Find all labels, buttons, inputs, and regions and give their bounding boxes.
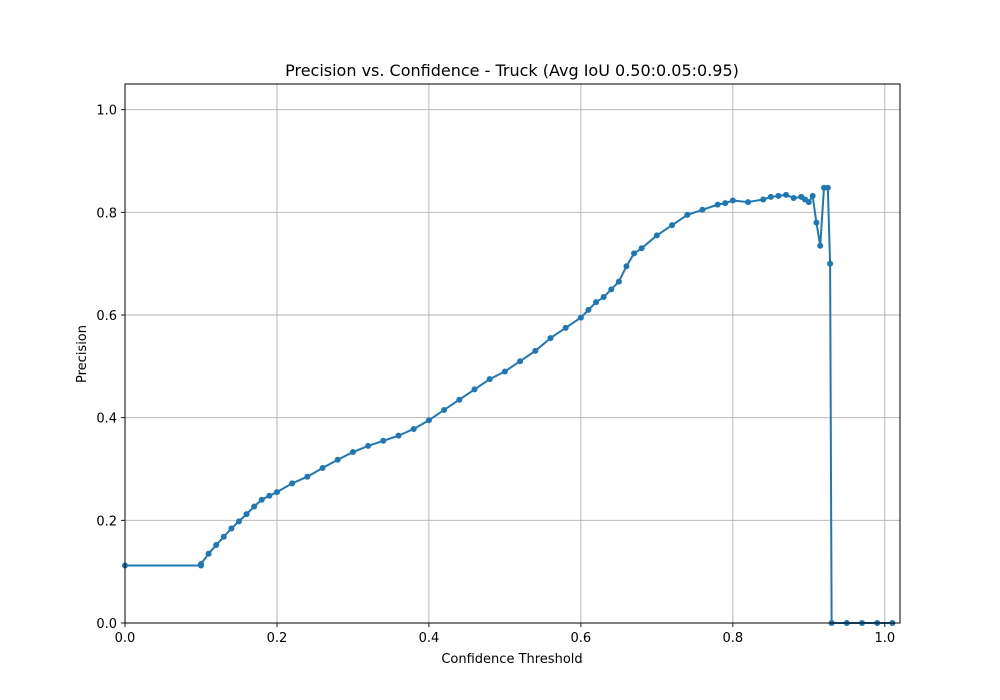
data-point [813, 219, 820, 226]
data-point [760, 196, 767, 203]
data-point [471, 386, 478, 393]
data-point [380, 437, 387, 444]
x-tick-label: 0.0 [115, 631, 136, 646]
x-tick-label: 1.0 [874, 631, 895, 646]
data-point [638, 245, 645, 252]
data-point [410, 425, 417, 432]
data-point [273, 489, 280, 496]
x-tick-label: 0.8 [722, 631, 743, 646]
data-point [669, 222, 676, 229]
data-point [824, 184, 831, 191]
y-tick-label: 0.0 [96, 617, 117, 632]
data-point [501, 368, 508, 375]
data-point [615, 278, 622, 285]
data-point [266, 492, 273, 499]
data-point [577, 314, 584, 321]
data-point [608, 286, 615, 293]
data-point [809, 192, 816, 199]
data-point [653, 232, 660, 239]
data-point [547, 335, 554, 342]
data-point [205, 550, 212, 557]
data-point [220, 533, 227, 540]
data-point [456, 396, 463, 403]
data-point [745, 199, 752, 206]
data-point [585, 306, 592, 313]
data-point [228, 525, 235, 532]
data-point [562, 324, 569, 331]
x-tick-label: 0.2 [267, 631, 288, 646]
data-point [213, 541, 220, 548]
data-point [425, 417, 432, 424]
chart-title: Precision vs. Confidence - Truck (Avg Io… [285, 61, 739, 80]
data-point [235, 518, 242, 525]
data-point [805, 199, 812, 206]
data-point [304, 473, 311, 480]
data-point [593, 299, 600, 306]
data-point [349, 449, 356, 456]
data-point [319, 464, 326, 471]
data-point [722, 200, 729, 207]
y-tick-label: 1.0 [96, 104, 117, 119]
data-point [441, 406, 448, 413]
data-point [251, 503, 258, 510]
data-point [775, 192, 782, 199]
data-point [532, 347, 539, 354]
data-point [289, 480, 296, 487]
data-point [817, 242, 824, 249]
data-point [600, 294, 607, 301]
data-point [334, 456, 341, 463]
data-point [699, 206, 706, 213]
x-tick-label: 0.6 [571, 631, 592, 646]
data-point [767, 193, 774, 200]
data-point [827, 260, 834, 267]
y-tick-label: 0.2 [96, 514, 117, 529]
data-point [395, 432, 402, 439]
data-point [243, 511, 250, 518]
data-point [517, 358, 524, 365]
y-tick-label: 0.6 [96, 309, 117, 324]
data-point [783, 191, 790, 198]
data-point [684, 211, 691, 218]
x-tick-label: 0.4 [419, 631, 440, 646]
y-axis-label: Precision [75, 325, 90, 383]
plot-frame [124, 83, 901, 624]
y-tick-label: 0.4 [96, 412, 117, 427]
tick-layer: 0.0 0.2 0.4 0.6 0.8 1.0 0.0 0.2 0.4 0.6 0.8 1.0 [96, 104, 895, 646]
data-point [486, 376, 493, 383]
data-point [623, 263, 630, 270]
data-point [790, 194, 797, 201]
x-axis-label: Confidence Threshold [441, 652, 582, 667]
data-point [365, 442, 372, 449]
data-point [729, 197, 736, 204]
data-point [714, 201, 721, 208]
y-tick-label: 0.8 [96, 206, 117, 221]
data-point [258, 496, 265, 503]
data-point [197, 560, 204, 567]
data-point [631, 250, 638, 257]
